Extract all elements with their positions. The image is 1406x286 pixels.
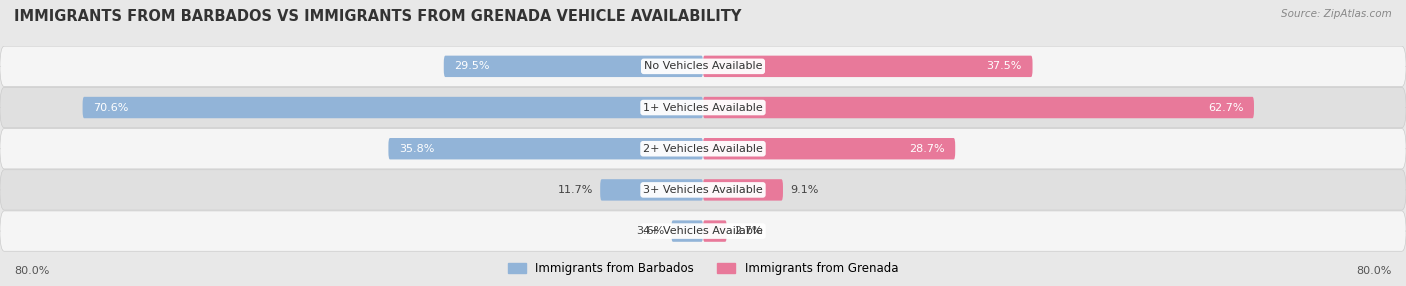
FancyBboxPatch shape [444,56,703,77]
Text: 2+ Vehicles Available: 2+ Vehicles Available [643,144,763,154]
FancyBboxPatch shape [703,221,727,242]
Text: 37.5%: 37.5% [987,61,1022,71]
Text: 4+ Vehicles Available: 4+ Vehicles Available [643,226,763,236]
Text: 62.7%: 62.7% [1208,103,1243,112]
FancyBboxPatch shape [703,179,783,200]
Text: 1+ Vehicles Available: 1+ Vehicles Available [643,103,763,112]
Legend: Immigrants from Barbados, Immigrants from Grenada: Immigrants from Barbados, Immigrants fro… [503,258,903,280]
FancyBboxPatch shape [0,170,1406,210]
FancyBboxPatch shape [672,221,703,242]
FancyBboxPatch shape [600,179,703,200]
Text: Source: ZipAtlas.com: Source: ZipAtlas.com [1281,9,1392,19]
FancyBboxPatch shape [0,46,1406,87]
Text: 70.6%: 70.6% [93,103,128,112]
FancyBboxPatch shape [0,128,1406,169]
Text: IMMIGRANTS FROM BARBADOS VS IMMIGRANTS FROM GRENADA VEHICLE AVAILABILITY: IMMIGRANTS FROM BARBADOS VS IMMIGRANTS F… [14,9,741,23]
Text: 9.1%: 9.1% [790,185,818,195]
FancyBboxPatch shape [0,211,1406,251]
Text: 80.0%: 80.0% [14,266,49,276]
Text: 35.8%: 35.8% [399,144,434,154]
Text: 28.7%: 28.7% [910,144,945,154]
Text: 2.7%: 2.7% [734,226,762,236]
Text: 29.5%: 29.5% [454,61,489,71]
FancyBboxPatch shape [83,97,703,118]
FancyBboxPatch shape [703,56,1032,77]
FancyBboxPatch shape [0,87,1406,128]
FancyBboxPatch shape [388,138,703,159]
Text: 3.6%: 3.6% [636,226,665,236]
Text: 3+ Vehicles Available: 3+ Vehicles Available [643,185,763,195]
FancyBboxPatch shape [703,97,1254,118]
Text: 11.7%: 11.7% [558,185,593,195]
Text: 80.0%: 80.0% [1357,266,1392,276]
FancyBboxPatch shape [703,138,955,159]
Text: No Vehicles Available: No Vehicles Available [644,61,762,71]
